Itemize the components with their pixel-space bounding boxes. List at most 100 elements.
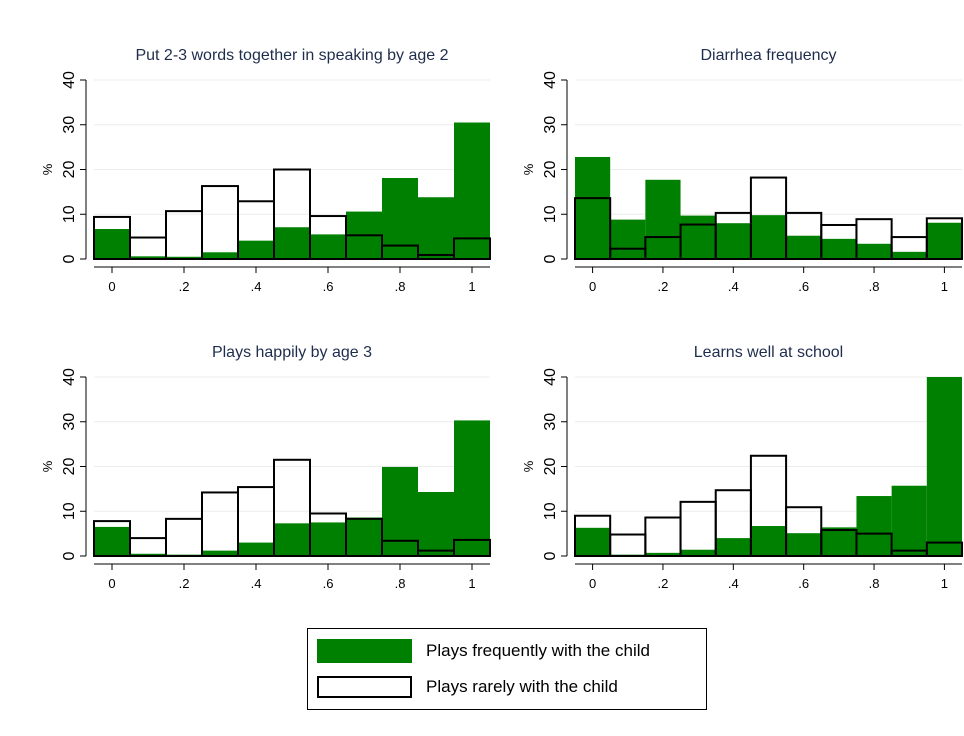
x-tick-label: .2	[179, 279, 190, 294]
y-tick-label: 30	[542, 116, 559, 134]
legend-label-rare: Plays rarely with the child	[426, 677, 618, 696]
bar-rare	[453, 538, 491, 558]
x-tick-label: .4	[251, 279, 262, 294]
y-tick-label: 10	[61, 502, 78, 520]
y-tick-label: 0	[61, 551, 78, 560]
bar-rare	[381, 244, 419, 260]
y-tick-label: 30	[61, 413, 78, 431]
x-tick-label: 1	[941, 576, 948, 591]
x-tick-label: 0	[589, 576, 596, 591]
bar-frequent	[750, 215, 787, 259]
x-tick-label: 1	[941, 279, 948, 294]
panel-title: Diarrhea frequency	[700, 47, 836, 64]
bar-rare	[165, 210, 203, 260]
bar-frequent	[715, 223, 751, 259]
bar-frequent	[454, 122, 490, 259]
bar-frequent	[166, 256, 202, 259]
x-tick-label: .4	[728, 576, 739, 591]
y-tick-label: 0	[542, 551, 559, 560]
bar-frequent	[346, 517, 382, 556]
bar-frequent	[94, 526, 130, 556]
bar-frequent	[645, 179, 681, 259]
bar-rare	[129, 537, 167, 557]
x-tick-label: 0	[108, 576, 115, 591]
bar-rare	[165, 517, 203, 557]
x-tick-label: 1	[468, 279, 475, 294]
bar-frequent	[418, 197, 454, 259]
x-tick-label: .2	[179, 576, 190, 591]
bar-frequent	[821, 238, 857, 259]
bar-rare	[574, 197, 612, 260]
x-tick-label: .8	[869, 279, 880, 294]
bar-frequent	[274, 523, 310, 556]
bar-frequent	[610, 219, 646, 259]
bar-rare	[925, 541, 963, 558]
bar-rare	[201, 491, 239, 557]
x-tick-label: .4	[251, 576, 262, 591]
bar-frequent	[382, 178, 418, 259]
legend-swatch-frequent	[317, 639, 412, 663]
bar-frequent	[575, 156, 611, 259]
y-tick-label: 40	[542, 368, 559, 386]
legend-label-frequent: Plays frequently with the child	[426, 641, 650, 660]
bar-frequent	[274, 227, 310, 259]
y-axis-label: %	[40, 163, 55, 175]
bar-frequent	[238, 240, 274, 259]
y-tick-label: 40	[542, 71, 559, 89]
bar-frequent	[786, 235, 822, 259]
bar-rare	[749, 454, 788, 558]
y-axis-label: %	[40, 460, 55, 472]
legend-item-frequent: Plays frequently with the child	[317, 638, 650, 664]
bar-frequent	[418, 492, 454, 556]
y-tick-label: 10	[61, 205, 78, 223]
x-tick-label: 1	[468, 576, 475, 591]
panel-2: 0 10 20 30 40% 0 .2 .4 .6 .8 1 Diarrhea frequency	[521, 47, 963, 294]
x-tick-label: .6	[798, 279, 809, 294]
bar-rare	[644, 516, 682, 558]
bar-rare	[453, 237, 491, 260]
y-tick-label: 10	[542, 502, 559, 520]
x-tick-label: .2	[658, 279, 669, 294]
bar-frequent	[202, 252, 238, 259]
bar-frequent	[891, 251, 927, 259]
bar-frequent	[310, 522, 346, 556]
bar-frequent	[575, 527, 611, 556]
bar-frequent	[454, 420, 490, 556]
x-tick-label: .8	[869, 576, 880, 591]
x-tick-label: .6	[323, 279, 334, 294]
bar-frequent	[856, 243, 892, 259]
y-axis-label: %	[521, 460, 536, 472]
bar-rare	[273, 168, 311, 260]
bar-frequent	[891, 485, 927, 556]
bar-frequent	[238, 542, 274, 556]
bar-rare	[925, 217, 963, 260]
panel-title: Plays happily by age 3	[212, 344, 372, 361]
bar-frequent	[310, 234, 346, 259]
bar-frequent	[715, 538, 751, 556]
y-tick-label: 20	[542, 161, 559, 179]
bar-frequent	[680, 215, 716, 259]
bar-frequent	[926, 377, 962, 556]
x-tick-label: .4	[728, 279, 739, 294]
y-tick-label: 30	[542, 413, 559, 431]
panel-title: Put 2-3 words together in speaking by ag…	[135, 47, 448, 64]
x-tick-label: .6	[323, 576, 334, 591]
bar-rare	[273, 458, 311, 558]
bar-frequent	[645, 552, 681, 556]
bar-rare	[855, 532, 893, 557]
bar-frequent	[130, 256, 166, 259]
y-tick-label: 20	[542, 458, 559, 476]
panel-3: 0 10 20 30 40% 0 .2 .4 .6 .8 1 Plays happily by age…	[40, 344, 491, 591]
y-tick-label: 20	[61, 458, 78, 476]
x-tick-label: .8	[395, 576, 406, 591]
bar-rare	[201, 185, 239, 260]
x-tick-label: 0	[589, 279, 596, 294]
x-tick-label: 0	[108, 279, 115, 294]
bar-rare	[381, 539, 419, 557]
x-tick-label: .6	[798, 576, 809, 591]
bar-rare	[129, 236, 167, 261]
bar-frequent	[382, 466, 418, 556]
panel-title: Learns well at school	[694, 344, 843, 361]
